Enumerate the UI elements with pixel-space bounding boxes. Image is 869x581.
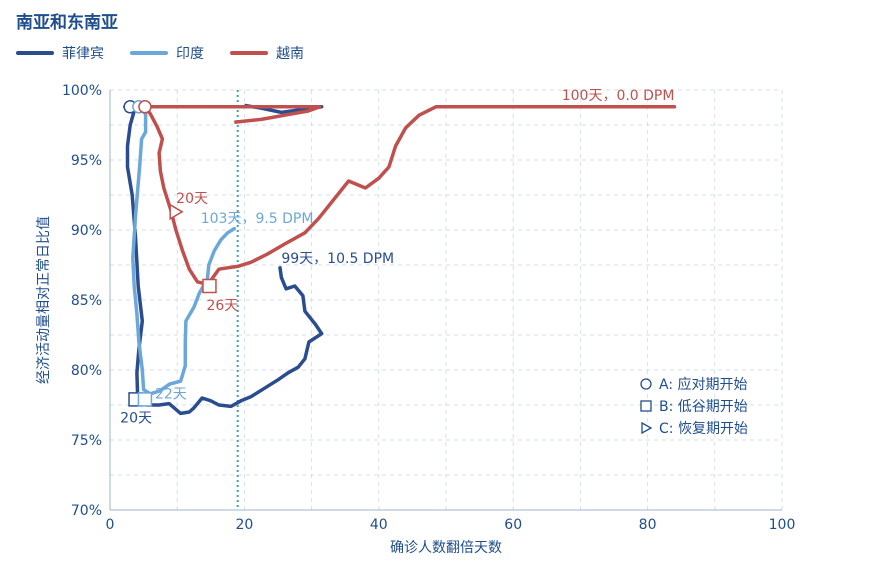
axes: 0 20 40 60 80 100 70% 75% 80% 85% 90% 95% 100% [62, 83, 795, 533]
marker-circle-vietnam [138, 100, 152, 114]
y-tick-label: 70% [71, 503, 102, 519]
legend-item-vietnam: 越南 [230, 43, 304, 63]
marker-legend-label: B: 低谷期开始 [659, 399, 748, 415]
series-line-vietnam [143, 105, 677, 287]
x-tick-label: 100 [769, 517, 796, 533]
end-label-philippines: 99天，10.5 DPM [281, 251, 394, 267]
grid [110, 89, 783, 510]
marker-legend-circle-icon [640, 378, 652, 390]
marker-square-india [137, 392, 153, 407]
marker-legend-square-icon [640, 400, 652, 412]
marker-label-vietnam-c: 20天 [176, 191, 208, 207]
legend: 菲律宾 印度 越南 [16, 43, 330, 63]
y-tick-label: 100% [62, 83, 102, 99]
marker-label-philippines-b: 20天 [120, 410, 152, 426]
legend-label-philippines: 菲律宾 [62, 46, 104, 62]
marker-square-vietnam [202, 278, 217, 294]
x-tick-label: 40 [370, 517, 388, 533]
marker-legend-label: C: 恢复期开始 [659, 420, 748, 437]
end-label-vietnam: 100天，0.0 DPM [562, 88, 675, 104]
marker-legend: A: 应对期开始 B: 低谷期开始 C: 恢复期开始 [640, 376, 748, 437]
chart-title: 南亚和东南亚 [16, 13, 118, 33]
legend-swatch-india [130, 51, 168, 55]
marker-triangle-vietnam [169, 203, 184, 221]
legend-item-india: 印度 [130, 43, 204, 63]
legend-swatch-philippines [16, 51, 54, 55]
end-label-india: 103天，9.5 DPM [201, 211, 314, 227]
x-tick-label: 80 [639, 517, 657, 533]
legend-swatch-vietnam [230, 51, 268, 55]
x-tick-label: 60 [504, 517, 522, 533]
x-axis-title: 确诊人数翻倍天数 [390, 540, 502, 556]
legend-label-vietnam: 越南 [276, 46, 304, 62]
y-axis-title: 经济活动量相对正常日比值 [36, 216, 52, 384]
legend-label-india: 印度 [176, 46, 204, 62]
y-tick-label: 80% [71, 363, 102, 379]
y-tick-label: 75% [71, 433, 102, 449]
x-tick-label: 20 [235, 517, 253, 533]
markers [123, 100, 217, 407]
y-tick-label: 95% [71, 153, 102, 169]
marker-legend-label: A: 应对期开始 [659, 376, 748, 393]
marker-label-vietnam-b: 26天 [206, 298, 238, 314]
marker-label-india-b: 22天 [155, 386, 187, 402]
y-tick-label: 85% [71, 293, 102, 309]
series-line-india [131, 105, 237, 396]
marker-legend-triangle-icon [641, 421, 653, 435]
series-line-vietnam-top [145, 105, 322, 124]
series-line-philippines [123, 105, 324, 416]
y-tick-label: 90% [71, 223, 102, 239]
x-tick-label: 0 [106, 517, 115, 533]
series-lines [123, 103, 677, 416]
legend-item-philippines: 菲律宾 [16, 43, 104, 63]
